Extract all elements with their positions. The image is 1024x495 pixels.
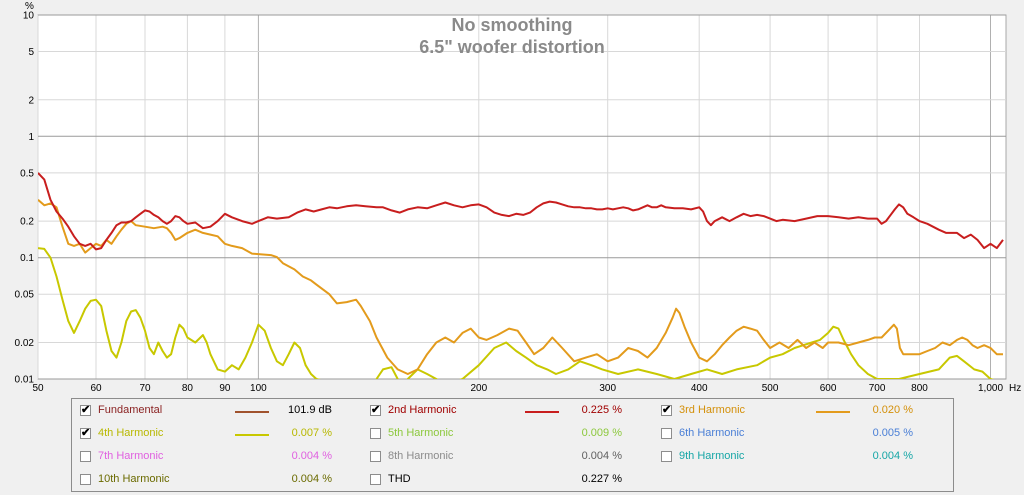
legend-label: 8th Harmonic xyxy=(388,450,454,462)
legend-value: 0.227 % xyxy=(581,473,622,485)
y-tick-label: 0.1 xyxy=(20,253,34,264)
checkbox-3rd-harmonic[interactable]: ✔ xyxy=(661,404,672,416)
checkbox-4th-harmonic[interactable]: ✔ xyxy=(80,427,91,439)
x-tick-labels: 50 60 70 80 90 100 200 300 400 500 600 700 800 1,000 xyxy=(32,383,1003,394)
legend-value: 0.004 % xyxy=(291,473,332,485)
legend-value: 0.020 % xyxy=(872,404,913,416)
x-tick-label: 500 xyxy=(762,383,779,394)
checkbox-10th-harmonic[interactable] xyxy=(80,474,91,485)
plot-area[interactable] xyxy=(37,14,1007,380)
x-tick-label: 400 xyxy=(691,383,708,394)
checkbox-6th-harmonic[interactable] xyxy=(661,428,672,439)
legend-value: 0.004 % xyxy=(291,450,332,462)
x-tick-label: 60 xyxy=(90,383,102,394)
y-tick-label: 2 xyxy=(28,95,34,106)
y-tick-label: 5 xyxy=(28,47,34,58)
legend-value: 0.005 % xyxy=(872,427,913,439)
legend-swatch xyxy=(816,411,850,413)
x-tick-label: 200 xyxy=(470,383,487,394)
legend-label: 9th Harmonic xyxy=(679,450,745,462)
y-tick-label: 0.05 xyxy=(15,290,35,301)
legend-row: 7th Harmonic 0.004 % 8th Harmonic 0.004 % 9t… xyxy=(72,446,953,469)
chart-title: No smoothing xyxy=(452,15,573,35)
x-tick-label: 90 xyxy=(219,383,231,394)
legend-label: 5th Harmonic xyxy=(388,427,454,439)
legend-row: ✔ 4th Harmonic 0.007 % 5th Harmonic 0.009 % 6… xyxy=(72,423,953,446)
x-tick-label: 300 xyxy=(599,383,616,394)
legend-value: 101.9 dB xyxy=(287,404,332,416)
x-tick-label: 600 xyxy=(820,383,837,394)
legend-label: THD xyxy=(388,473,411,485)
y-tick-label: 1 xyxy=(28,132,34,143)
legend-label: 4th Harmonic xyxy=(98,427,164,439)
legend-panel: ✔ Fundamental 101.9 dB ✔ 2nd Harmonic 0.225 %… xyxy=(71,398,954,492)
series-line-4th-harmonic xyxy=(38,247,995,379)
series-line-2nd-harmonic xyxy=(38,172,1004,251)
y-unit-label: % xyxy=(25,1,34,12)
x-unit-label: Hz xyxy=(1009,383,1021,394)
legend-value: 0.004 % xyxy=(872,450,913,462)
x-tick-label: 70 xyxy=(139,383,151,394)
y-tick-label: 10 xyxy=(23,11,35,22)
legend-value: 0.007 % xyxy=(291,427,332,439)
chart-subtitle: 6.5" woofer distortion xyxy=(419,37,605,57)
y-tick-label: 0.2 xyxy=(20,217,34,228)
checkbox-fundamental[interactable]: ✔ xyxy=(80,404,91,416)
x-tick-label: 50 xyxy=(32,383,44,394)
legend-label: Fundamental xyxy=(98,404,163,416)
legend-swatch xyxy=(235,434,269,436)
x-tick-label: 800 xyxy=(911,383,928,394)
checkbox-9th-harmonic[interactable] xyxy=(661,451,672,462)
checkbox-2nd-harmonic[interactable]: ✔ xyxy=(370,404,381,416)
x-tick-label: 80 xyxy=(182,383,194,394)
series-line-3rd-harmonic xyxy=(38,199,1003,375)
legend-value: 0.009 % xyxy=(581,427,622,439)
checkbox-8th-harmonic[interactable] xyxy=(370,451,381,462)
legend-label: 7th Harmonic xyxy=(98,450,164,462)
legend-swatch xyxy=(235,411,269,413)
y-tick-labels: 10 5 2 1 0.5 0.2 0.1 0.05 0.02 0.01 xyxy=(15,11,35,386)
legend-label: 6th Harmonic xyxy=(679,427,745,439)
legend-label: 2nd Harmonic xyxy=(388,404,457,416)
series-group xyxy=(38,172,1004,379)
legend-value: 0.225 % xyxy=(581,404,622,416)
legend-row: 10th Harmonic 0.004 % THD 0.227 % xyxy=(72,469,953,492)
x-tick-label: 700 xyxy=(869,383,886,394)
legend-label: 3rd Harmonic xyxy=(679,404,746,416)
legend-value: 0.004 % xyxy=(581,450,622,462)
legend-swatch xyxy=(525,411,559,413)
x-tick-label: 100 xyxy=(250,383,267,394)
checkbox-5th-harmonic[interactable] xyxy=(370,428,381,439)
checkbox-7th-harmonic[interactable] xyxy=(80,451,91,462)
x-tick-label: 1,000 xyxy=(978,383,1003,394)
checkbox-thd[interactable] xyxy=(370,474,381,485)
legend-row: ✔ Fundamental 101.9 dB ✔ 2nd Harmonic 0.225 %… xyxy=(72,400,953,423)
y-tick-label: 0.5 xyxy=(20,168,34,179)
legend-label: 10th Harmonic xyxy=(98,473,170,485)
y-tick-label: 0.01 xyxy=(15,375,35,386)
y-tick-label: 0.02 xyxy=(15,338,35,349)
distortion-chart: 10 5 2 1 0.5 0.2 0.1 0.05 0.02 0.01 50 60 70 80 90 100… xyxy=(15,1,1022,394)
